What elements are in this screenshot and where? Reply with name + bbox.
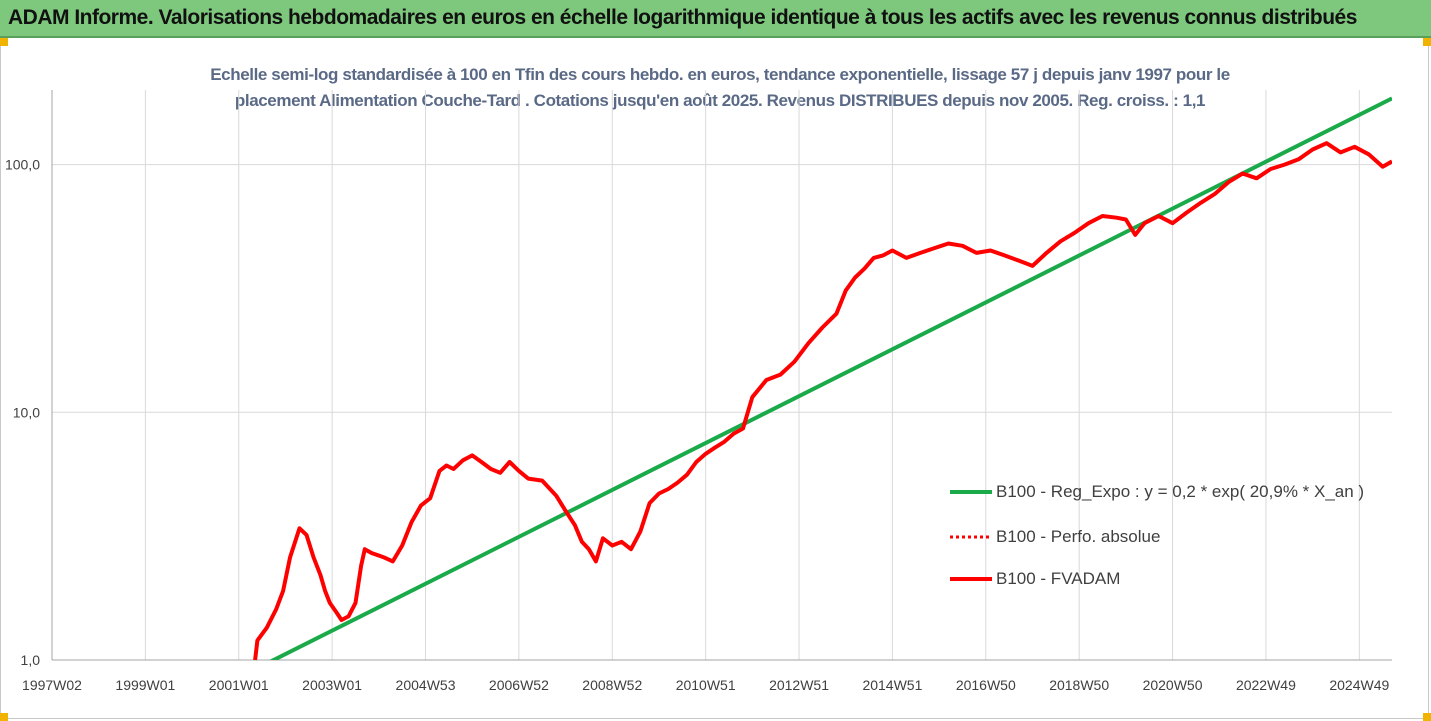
banner-title: ADAM Informe. Valorisations hebdomadaire… — [8, 6, 1357, 29]
x-tick-label-14: 2024W49 — [1329, 677, 1389, 693]
y-tick-label-2: 100,0 — [5, 157, 40, 173]
corner-marker-bottom-left — [0, 713, 8, 721]
legend-swatch-perfo-absolue — [950, 535, 992, 539]
x-tick-label-12: 2020W50 — [1143, 677, 1203, 693]
legend-label-perfo-absolue: B100 - Perfo. absolue — [996, 527, 1161, 546]
corner-marker-left — [0, 38, 8, 46]
legend-label-fvadam: B100 - FVADAM — [996, 569, 1121, 588]
x-tick-label-10: 2016W50 — [956, 677, 1016, 693]
x-tick-label-5: 2006W52 — [489, 677, 549, 693]
x-tick-label-2: 2001W01 — [209, 677, 269, 693]
x-tick-label-7: 2010W51 — [676, 677, 736, 693]
x-tick-label-9: 2014W51 — [862, 677, 922, 693]
x-tick-label-13: 2022W49 — [1236, 677, 1296, 693]
chart-subtitle: Echelle semi-log standardisée à 100 en T… — [120, 62, 1320, 114]
chart-subtitle-line1: Echelle semi-log standardisée à 100 en T… — [210, 65, 1230, 84]
corner-marker-bottom-right — [1423, 713, 1431, 721]
legend-label-regression: B100 - Reg_Expo : y = 0,2 * exp( 20,9% *… — [996, 482, 1365, 501]
series-line-0 — [269, 96, 1392, 660]
chart-subtitle-line2: placement Alimentation Couche-Tard . Cot… — [234, 91, 1206, 110]
x-tick-label-6: 2008W52 — [582, 677, 642, 693]
x-tick-label-11: 2018W50 — [1049, 677, 1109, 693]
x-tick-label-4: 2004W53 — [396, 677, 456, 693]
header-banner: ADAM Informe. Valorisations hebdomadaire… — [0, 0, 1431, 38]
legend-swatch-fvadam — [950, 577, 992, 581]
x-tick-label-0: 1997W02 — [22, 677, 82, 693]
y-tick-label-0: 1,0 — [21, 652, 41, 668]
legend-swatch-regression — [950, 490, 992, 494]
series-line-2 — [253, 141, 1392, 660]
y-tick-label-1: 10,0 — [13, 404, 40, 420]
x-tick-label-1: 1999W01 — [115, 677, 175, 693]
corner-marker-right — [1423, 38, 1431, 46]
x-tick-label-8: 2012W51 — [769, 677, 829, 693]
x-tick-label-3: 2003W01 — [302, 677, 362, 693]
